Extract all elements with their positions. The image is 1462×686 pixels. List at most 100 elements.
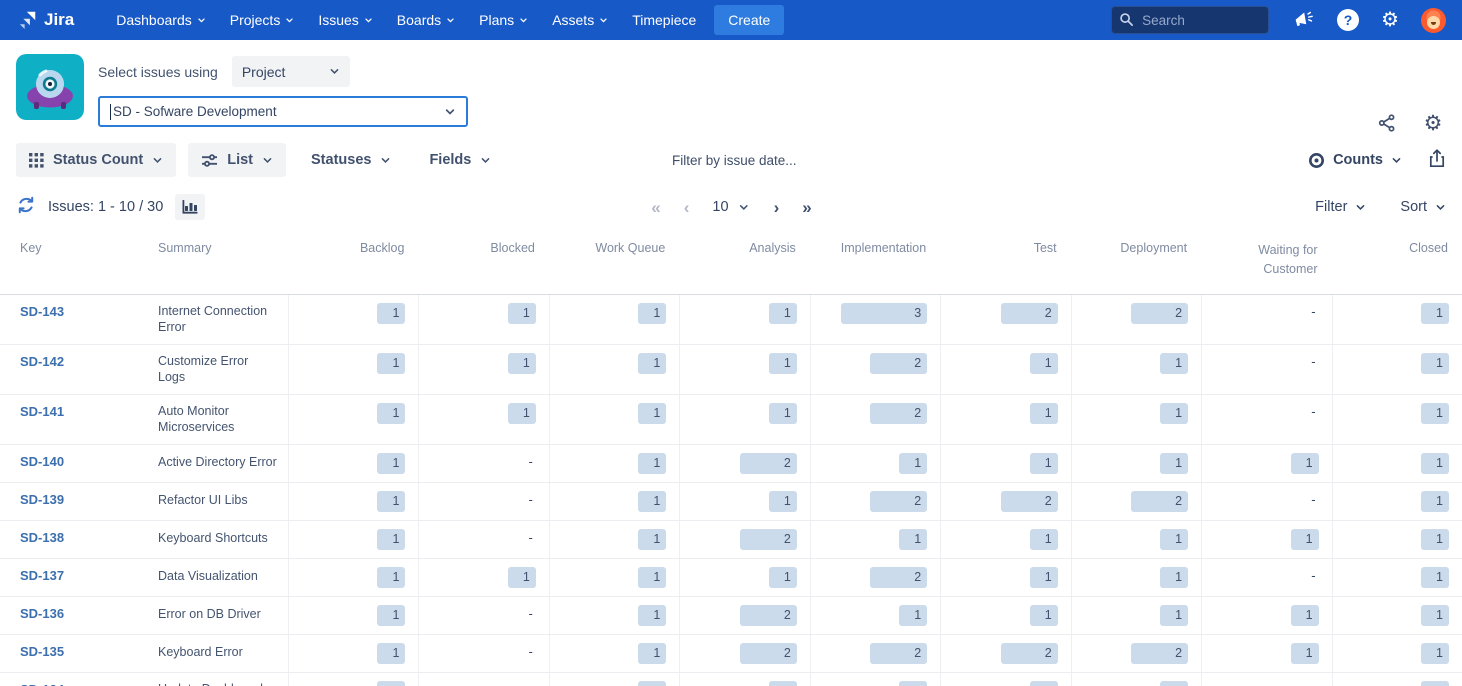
count-badge[interactable]: 1: [1160, 680, 1189, 686]
count-badge[interactable]: 2: [739, 642, 797, 664]
count-badge[interactable]: 1: [1420, 680, 1449, 686]
count-badge[interactable]: 1: [1029, 680, 1058, 686]
count-badge[interactable]: 1: [638, 680, 667, 686]
count-badge[interactable]: 1: [377, 402, 406, 424]
settings-gear-icon[interactable]: ⚙: [1381, 9, 1399, 31]
count-badge[interactable]: 1: [1160, 566, 1189, 588]
page-size-dropdown[interactable]: 10: [712, 199, 749, 215]
selector-mode-dropdown[interactable]: Project: [231, 56, 350, 87]
count-badge[interactable]: 1: [638, 352, 667, 374]
count-badge[interactable]: 2: [1000, 490, 1058, 512]
count-badge[interactable]: 1: [1160, 352, 1189, 374]
count-badge[interactable]: 1: [1160, 452, 1189, 474]
count-badge[interactable]: 2: [739, 452, 797, 474]
count-badge[interactable]: 1: [638, 566, 667, 588]
count-badge[interactable]: 1: [1029, 452, 1058, 474]
announcements-icon[interactable]: [1291, 8, 1315, 32]
count-badge[interactable]: 1: [1420, 352, 1449, 374]
share-icon[interactable]: [1376, 112, 1398, 134]
help-icon[interactable]: ?: [1337, 9, 1360, 31]
count-badge[interactable]: 1: [1029, 402, 1058, 424]
count-badge[interactable]: 1: [1420, 490, 1449, 512]
count-badge[interactable]: 1: [507, 402, 536, 424]
nav-item-plans[interactable]: Plans: [471, 6, 536, 34]
count-badge[interactable]: 1: [638, 528, 667, 550]
issue-key-link[interactable]: SD-137: [20, 567, 65, 583]
gadget-settings-gear-icon[interactable]: ⚙: [1423, 111, 1443, 135]
nav-item-timepiece[interactable]: Timepiece: [632, 12, 697, 28]
count-badge[interactable]: 1: [768, 566, 797, 588]
filter-dropdown[interactable]: Filter: [1315, 199, 1366, 215]
count-badge[interactable]: 1: [1420, 566, 1449, 588]
search-input[interactable]: [1111, 6, 1270, 34]
issue-key-link[interactable]: SD-140: [20, 453, 65, 469]
count-badge[interactable]: 1: [377, 490, 406, 512]
count-badge[interactable]: 1: [1420, 302, 1449, 324]
count-badge[interactable]: 1: [1290, 452, 1319, 474]
count-badge[interactable]: 1: [1420, 604, 1449, 626]
next-page-button[interactable]: ›: [773, 197, 780, 217]
count-badge[interactable]: 1: [638, 302, 667, 324]
count-badge[interactable]: 1: [1029, 528, 1058, 550]
project-select[interactable]: SD - Sofware Development: [98, 96, 468, 127]
refresh-icon[interactable]: [16, 195, 36, 220]
sort-dropdown[interactable]: Sort: [1400, 199, 1446, 215]
count-badge[interactable]: 3: [841, 302, 928, 324]
issue-key-link[interactable]: SD-135: [20, 643, 65, 659]
count-badge[interactable]: 1: [638, 402, 667, 424]
nav-item-issues[interactable]: Issues: [310, 6, 380, 34]
count-badge[interactable]: 2: [1131, 642, 1189, 664]
count-badge[interactable]: 1: [1420, 642, 1449, 664]
user-avatar[interactable]: [1421, 7, 1446, 33]
count-badge[interactable]: 1: [507, 352, 536, 374]
count-badge[interactable]: 1: [899, 604, 928, 626]
count-badge[interactable]: 1: [768, 490, 797, 512]
count-badge[interactable]: 1: [1029, 604, 1058, 626]
count-badge[interactable]: 2: [870, 352, 928, 374]
count-badge[interactable]: 1: [1160, 528, 1189, 550]
bar-chart-toggle[interactable]: [175, 194, 206, 220]
count-badge[interactable]: 1: [638, 452, 667, 474]
prev-page-button[interactable]: ‹: [683, 197, 690, 217]
count-badge[interactable]: 1: [377, 302, 406, 324]
issue-date-filter-input[interactable]: [672, 146, 972, 174]
count-badge[interactable]: 2: [1000, 302, 1058, 324]
count-badge[interactable]: 1: [377, 680, 406, 686]
nav-item-boards[interactable]: Boards: [389, 6, 463, 34]
statuses-button[interactable]: Statuses: [298, 143, 404, 177]
nav-item-projects[interactable]: Projects: [222, 6, 303, 34]
count-badge[interactable]: 1: [1290, 604, 1319, 626]
count-badge[interactable]: 1: [1420, 528, 1449, 550]
count-badge[interactable]: 1: [377, 642, 406, 664]
count-badge[interactable]: 2: [739, 604, 797, 626]
layout-button[interactable]: List: [188, 143, 286, 177]
count-badge[interactable]: 2: [870, 642, 928, 664]
nav-item-dashboards[interactable]: Dashboards: [108, 6, 214, 34]
count-badge[interactable]: 1: [1029, 566, 1058, 588]
issue-key-link[interactable]: SD-136: [20, 605, 65, 621]
issue-key-link[interactable]: SD-141: [20, 403, 65, 419]
count-badge[interactable]: 1: [768, 402, 797, 424]
issue-key-link[interactable]: SD-139: [20, 491, 65, 507]
count-badge[interactable]: 1: [1420, 452, 1449, 474]
count-badge[interactable]: 1: [507, 302, 536, 324]
count-badge[interactable]: 1: [1290, 528, 1319, 550]
count-badge[interactable]: 1: [377, 528, 406, 550]
count-badge[interactable]: 1: [768, 680, 797, 686]
issue-key-link[interactable]: SD-143: [20, 303, 65, 319]
count-badge[interactable]: 2: [739, 528, 797, 550]
count-badge[interactable]: 1: [1029, 352, 1058, 374]
count-badge[interactable]: 1: [638, 604, 667, 626]
count-badge[interactable]: 2: [870, 490, 928, 512]
count-badge[interactable]: 1: [899, 452, 928, 474]
count-badge[interactable]: 1: [1160, 402, 1189, 424]
count-badge[interactable]: 1: [1160, 604, 1189, 626]
counts-dropdown[interactable]: Counts: [1308, 152, 1402, 169]
count-badge[interactable]: 1: [507, 566, 536, 588]
count-badge[interactable]: 1: [377, 566, 406, 588]
count-badge[interactable]: 1: [377, 604, 406, 626]
issue-key-link[interactable]: SD-134: [20, 682, 64, 686]
count-badge[interactable]: 2: [1000, 642, 1058, 664]
jira-brand[interactable]: Jira: [16, 9, 74, 31]
count-badge[interactable]: 1: [638, 490, 667, 512]
